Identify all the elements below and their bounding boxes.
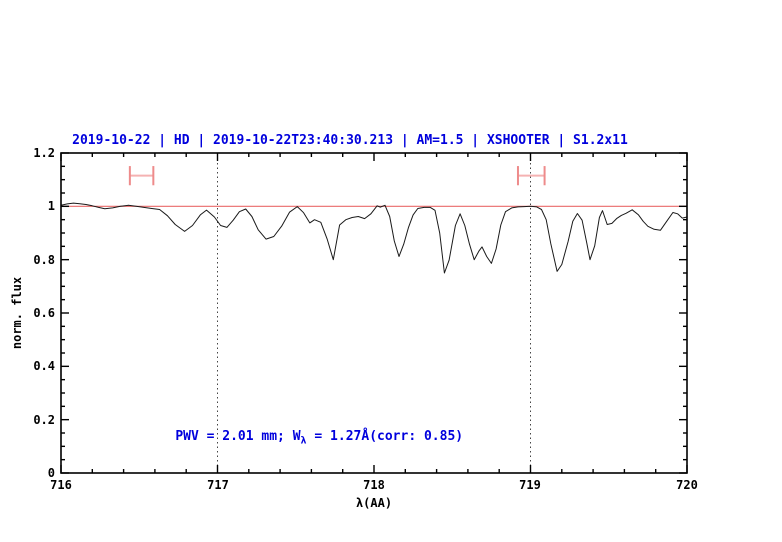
x-axis-label: λ(AA) (355, 496, 393, 510)
x-tick-label-716: 716 (50, 478, 72, 492)
annotation-lambda-subscript: λ (300, 435, 307, 447)
annotation-ew-text: = 1.27Å(corr: 0.85) (306, 429, 464, 444)
annotation-pwv-text: PWV = 2.01 mm; W (175, 429, 301, 444)
y-tick-label-0-8: 0.8 (33, 253, 55, 267)
y-tick-label-0-2: 0.2 (33, 413, 55, 427)
x-tick-label-718: 718 (363, 478, 385, 492)
plot-title: 2019-10-22 | HD | 2019-10-22T23:40:30.21… (72, 133, 628, 148)
pwv-annotation: PWV = 2.01 mm; Wλ = 1.27Å(corr: 0.85) (144, 414, 463, 462)
y-tick-label-0: 0 (47, 466, 55, 480)
spectrum-line (60, 202, 688, 274)
x-tick-label-719: 719 (519, 478, 541, 492)
x-tick-label-720: 720 (676, 478, 698, 492)
y-tick-label-0-6: 0.6 (33, 306, 55, 320)
y-tick-label-1: 1 (47, 199, 55, 213)
x-tick-label-717: 717 (207, 478, 229, 492)
y-tick-label-0-4: 0.4 (33, 359, 55, 373)
y-tick-label-1-2: 1.2 (33, 146, 55, 160)
